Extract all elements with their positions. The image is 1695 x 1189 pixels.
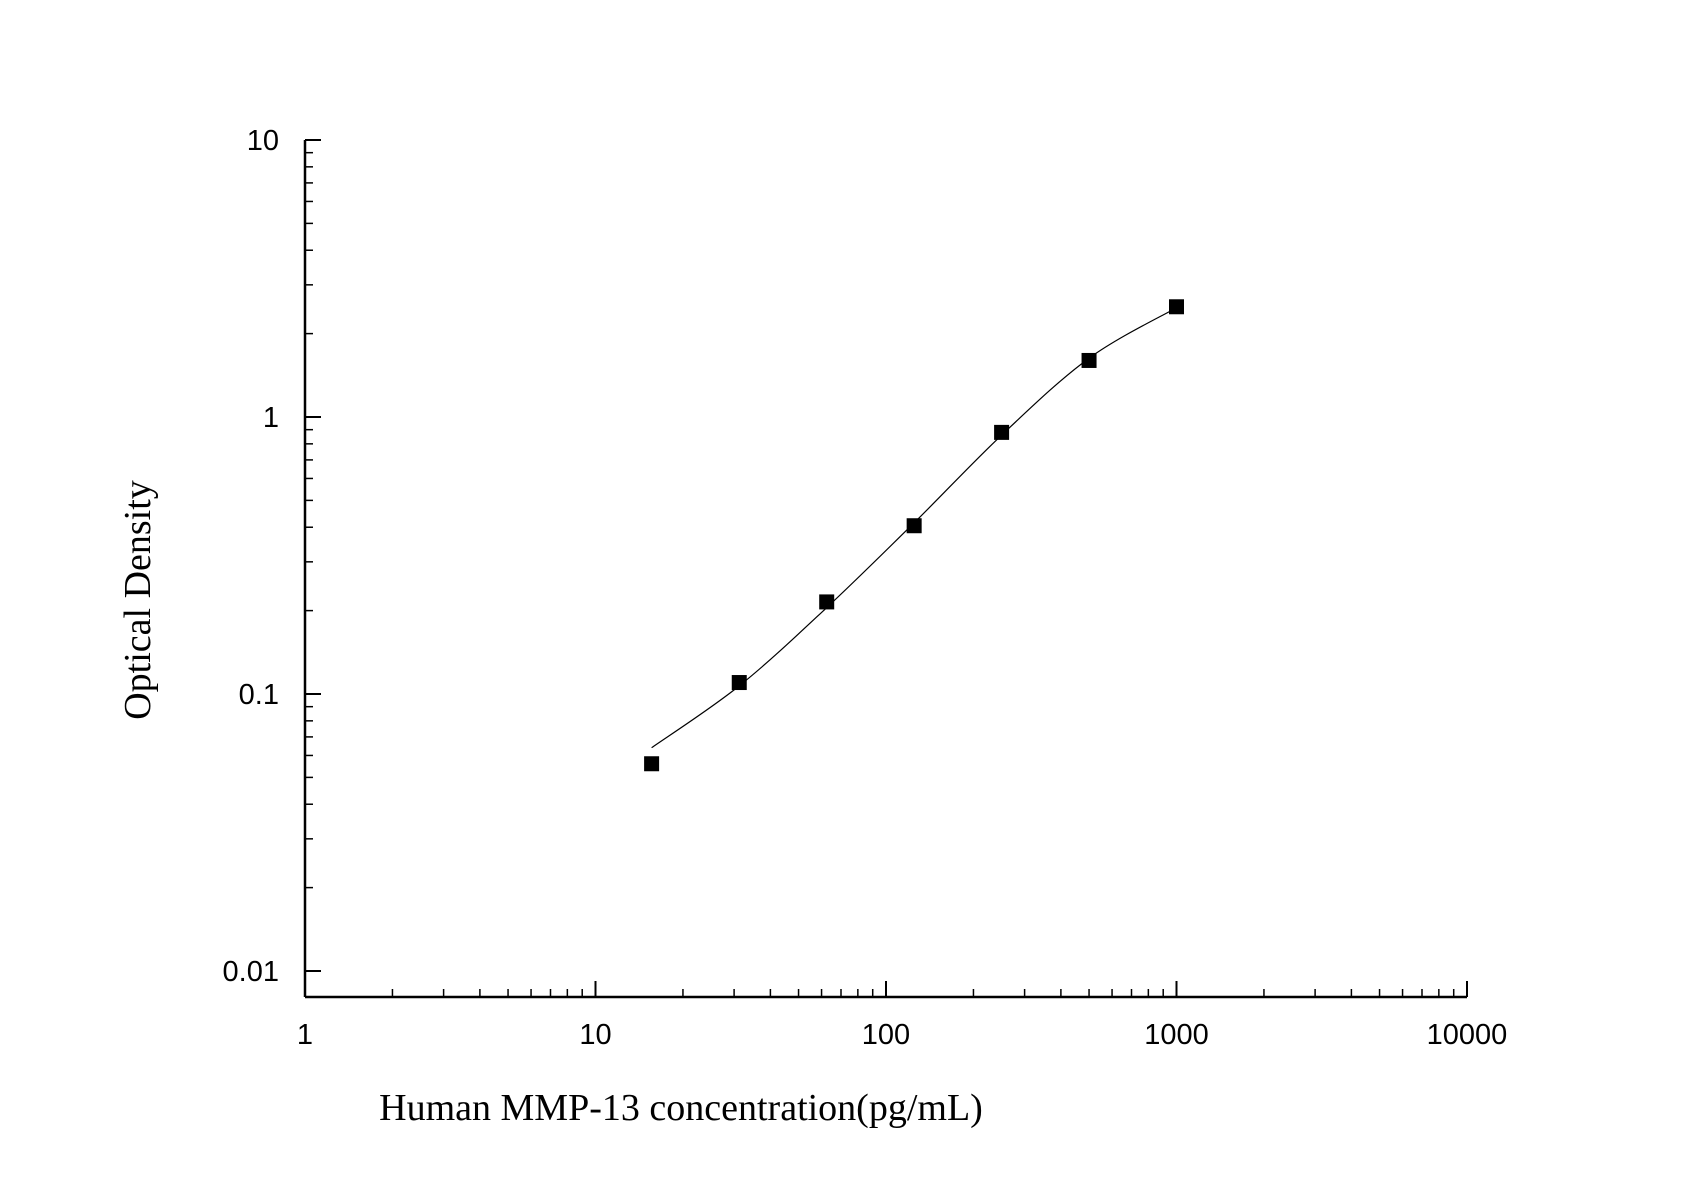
data-point — [731, 675, 747, 691]
y-tick-label: 0.01 — [223, 956, 279, 988]
x-tick-label: 10000 — [1427, 1019, 1508, 1051]
y-axis-title: Optical Density — [117, 480, 159, 720]
data-point — [906, 518, 922, 534]
y-tick-label: 10 — [247, 125, 279, 157]
axes — [303, 140, 1467, 999]
x-tick-label: 1000 — [1144, 1019, 1209, 1051]
x-tick-label: 10 — [579, 1019, 611, 1051]
data-point — [994, 424, 1010, 440]
data-point — [1169, 299, 1184, 315]
x-tick-label: 100 — [862, 1019, 910, 1051]
x-tick-label: 1 — [297, 1019, 313, 1051]
y-tick-label: 1 — [263, 402, 279, 434]
x-axis-title: Human MMP-13 concentration(pg/mL) — [379, 1087, 983, 1129]
ticks: 1 10 100 1000 10000 10 1 0.1 0.01 — [223, 125, 1508, 1051]
data-points — [644, 299, 1184, 772]
data-point — [644, 756, 660, 772]
data-point — [1081, 352, 1097, 368]
y-tick-label: 0.1 — [239, 679, 279, 711]
data-point — [819, 594, 835, 610]
